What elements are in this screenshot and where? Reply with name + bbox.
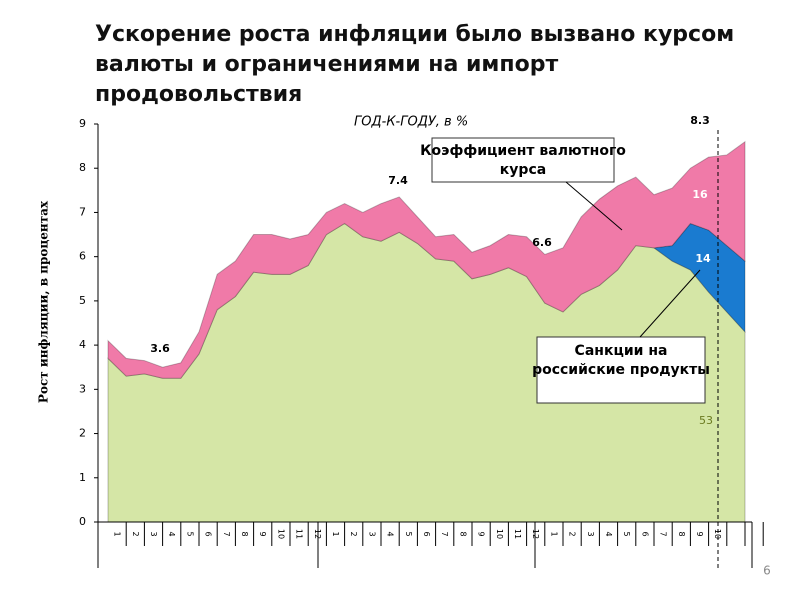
x-tick-label: 2 — [568, 531, 577, 536]
x-tick-label: 1 — [331, 531, 340, 536]
x-tick-label: 9 — [477, 531, 486, 536]
x-tick-label: 1 — [549, 531, 558, 536]
y-tick-label: 3 — [79, 382, 86, 395]
x-tick-label: 5 — [622, 531, 631, 536]
x-tick-label: 2 — [131, 531, 140, 536]
y-tick-label: 6 — [79, 250, 86, 263]
x-tick-label: 8 — [240, 531, 249, 536]
x-tick-label: 8 — [458, 531, 467, 536]
x-tick-label: 3 — [586, 531, 595, 536]
x-tick-label: 10 — [495, 529, 504, 539]
x-tick-label: 7 — [440, 531, 449, 536]
leader-line — [639, 269, 701, 338]
y-tick-label: 9 — [79, 117, 86, 130]
leader-line — [565, 181, 623, 231]
x-tick-label: 6 — [422, 531, 431, 536]
subtitle: ГОД-К-ГОДУ, в % — [354, 115, 468, 130]
y-tick-label: 8 — [79, 161, 86, 174]
x-tick-label: 11 — [513, 529, 522, 539]
annotation: 7.4 — [388, 174, 408, 187]
y-tick-label: 7 — [79, 205, 86, 218]
y-tick-label: 2 — [79, 427, 86, 440]
x-tick-label: 7 — [659, 531, 668, 536]
y-tick-label: 5 — [79, 294, 86, 307]
x-tick-label: 3 — [367, 531, 376, 536]
x-tick-label: 10 — [713, 529, 722, 539]
x-tick-label: 12 — [531, 529, 540, 539]
x-tick-label: 9 — [695, 531, 704, 536]
y-tick-label: 0 — [79, 515, 86, 528]
annotation: 6.6 — [532, 236, 552, 249]
x-tick-label: 7 — [222, 531, 231, 536]
x-tick-label: 6 — [640, 531, 649, 536]
callout-label: Коэффициент валютного курса — [420, 143, 626, 178]
area — [107, 140, 746, 379]
callout-box — [431, 137, 615, 183]
y-tick-label: 4 — [79, 338, 86, 351]
annotation: 8.3 — [690, 114, 710, 127]
chart-title: Ускорение роста инфляции было вызвано ку… — [95, 22, 735, 107]
x-tick-label: 5 — [185, 531, 194, 536]
x-tick-label: 4 — [604, 531, 613, 536]
x-tick-label: 9 — [258, 531, 267, 536]
annotation: 14 — [695, 252, 711, 265]
y-axis-label: Рост инфляции, в процентах — [37, 200, 51, 403]
x-tick-label: 12 — [313, 529, 322, 539]
callout-label: Санкции на российские продукты — [532, 343, 710, 378]
x-tick-label: 10 — [276, 529, 285, 539]
callout-box — [536, 336, 706, 404]
x-tick-label: 4 — [167, 531, 176, 536]
y-tick-label: 1 — [79, 471, 86, 484]
x-tick-label: 4 — [386, 531, 395, 536]
x-tick-label: 3 — [149, 531, 158, 536]
x-tick-label: 6 — [204, 531, 213, 536]
annotation: 16 — [692, 188, 708, 201]
page-number: 6 — [763, 564, 771, 578]
annotation: 3.6 — [150, 342, 170, 355]
x-tick-label: 8 — [677, 531, 686, 536]
x-tick-label: 11 — [295, 529, 304, 539]
x-tick-label: 1 — [113, 531, 122, 536]
x-tick-label: 5 — [404, 531, 413, 536]
annotation: 53 — [699, 414, 713, 427]
x-tick-label: 2 — [349, 531, 358, 536]
